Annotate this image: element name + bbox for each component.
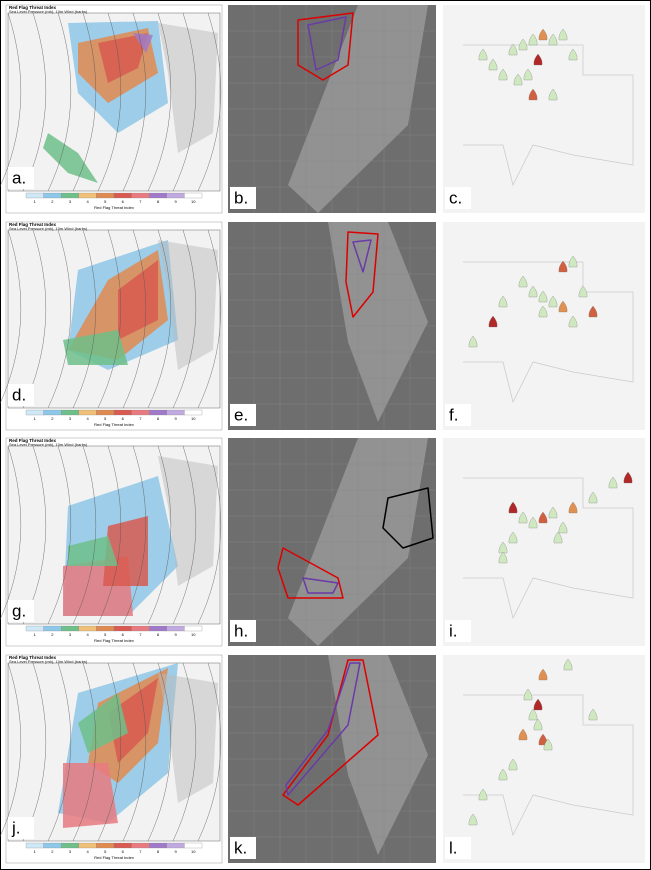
colorbar-segment (44, 193, 62, 198)
panel-letter: l. (449, 838, 458, 857)
colorbar-segment (132, 193, 150, 198)
colorbar-segment (167, 843, 185, 848)
colorbar-title: Red Flag Threat Index (94, 205, 134, 210)
colorbar-segment (79, 626, 97, 631)
colorbar-label: 10 (191, 199, 196, 204)
colorbar-title: Red Flag Threat Index (94, 855, 134, 860)
panel-letter: a. (12, 168, 26, 187)
colorbar-segment (184, 626, 202, 631)
colorbar-label: 10 (191, 849, 196, 854)
fire-map (443, 438, 645, 646)
panel-letter: c. (449, 188, 462, 207)
colorbar-segment (26, 626, 44, 631)
panel-letter: j. (11, 818, 21, 837)
colorbar-title: Red Flag Threat Index (94, 422, 134, 427)
fire-map (443, 222, 645, 430)
colorbar-segment (61, 626, 79, 631)
colorbar-segment (149, 410, 167, 415)
panel-letter: g. (12, 601, 26, 620)
colorbar-segment (61, 193, 79, 198)
colorbar-segment (184, 843, 202, 848)
panel-letter: i. (449, 621, 458, 640)
colorbar-segment (167, 193, 185, 198)
colorbar-segment (26, 843, 44, 848)
colorbar-segment (132, 843, 150, 848)
figure: 15 December 2021Red Flag Threat IndexSea… (0, 0, 651, 870)
panel-letter: b. (234, 188, 248, 207)
colorbar-segment (132, 626, 150, 631)
colorbar-segment (149, 626, 167, 631)
colorbar-segment (149, 193, 167, 198)
colorbar-segment (96, 193, 114, 198)
panel-letter: e. (234, 405, 248, 424)
colorbar-segment (114, 193, 132, 198)
map-header-subtitle: Sea Level Pressure (mb), 10m Wind (barbs… (9, 442, 88, 447)
map-header-subtitle: Sea Level Pressure (mb), 10m Wind (barbs… (9, 226, 88, 231)
colorbar-segment (79, 843, 97, 848)
colorbar-segment (61, 410, 79, 415)
colorbar-title: Red Flag Threat Index (94, 638, 134, 643)
colorbar-label: 10 (191, 632, 196, 637)
colorbar-segment (132, 410, 150, 415)
fire-map (443, 655, 645, 863)
panel-letter: h. (234, 621, 248, 640)
panel-letter: k. (234, 838, 247, 857)
colorbar-segment (114, 626, 132, 631)
page: {"rows": [ {"date": "15 December 2021", … (0, 0, 651, 870)
colorbar-segment (44, 843, 62, 848)
colorbar-segment (79, 193, 97, 198)
colorbar-segment (61, 843, 79, 848)
colorbar-segment (114, 410, 132, 415)
colorbar-segment (149, 843, 167, 848)
colorbar-segment (26, 410, 44, 415)
colorbar-segment (114, 843, 132, 848)
map-header-subtitle: Sea Level Pressure (mb), 10m Wind (barbs… (9, 9, 88, 14)
colorbar-segment (184, 410, 202, 415)
colorbar-segment (26, 193, 44, 198)
panel-letter: f. (449, 405, 458, 424)
colorbar-segment (96, 410, 114, 415)
colorbar-segment (79, 410, 97, 415)
colorbar-segment (44, 626, 62, 631)
colorbar-segment (167, 626, 185, 631)
colorbar-segment (167, 410, 185, 415)
colorbar-segment (96, 626, 114, 631)
colorbar-segment (96, 843, 114, 848)
map-header-subtitle: Sea Level Pressure (mb), 10m Wind (barbs… (9, 659, 88, 664)
colorbar-label: 10 (191, 416, 196, 421)
colorbar-segment (44, 410, 62, 415)
colorbar-segment (184, 193, 202, 198)
panel-letter: d. (12, 385, 26, 404)
